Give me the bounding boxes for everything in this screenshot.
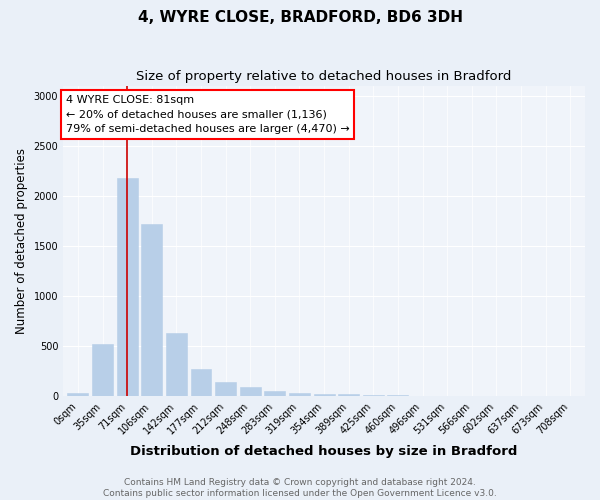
- Bar: [314, 394, 335, 396]
- Bar: [67, 394, 88, 396]
- Text: 4, WYRE CLOSE, BRADFORD, BD6 3DH: 4, WYRE CLOSE, BRADFORD, BD6 3DH: [137, 10, 463, 25]
- Bar: [388, 395, 409, 396]
- Bar: [166, 333, 187, 396]
- Bar: [191, 370, 211, 396]
- Text: 4 WYRE CLOSE: 81sqm
← 20% of detached houses are smaller (1,136)
79% of semi-det: 4 WYRE CLOSE: 81sqm ← 20% of detached ho…: [66, 95, 350, 134]
- Bar: [289, 393, 310, 396]
- Bar: [215, 382, 236, 396]
- Bar: [265, 392, 286, 396]
- Text: Contains HM Land Registry data © Crown copyright and database right 2024.
Contai: Contains HM Land Registry data © Crown c…: [103, 478, 497, 498]
- Bar: [142, 224, 162, 396]
- X-axis label: Distribution of detached houses by size in Bradford: Distribution of detached houses by size …: [130, 444, 518, 458]
- Bar: [363, 395, 384, 396]
- Bar: [338, 394, 359, 396]
- Title: Size of property relative to detached houses in Bradford: Size of property relative to detached ho…: [136, 70, 512, 83]
- Y-axis label: Number of detached properties: Number of detached properties: [15, 148, 28, 334]
- Bar: [240, 388, 261, 396]
- Bar: [92, 344, 113, 397]
- Bar: [117, 178, 137, 396]
